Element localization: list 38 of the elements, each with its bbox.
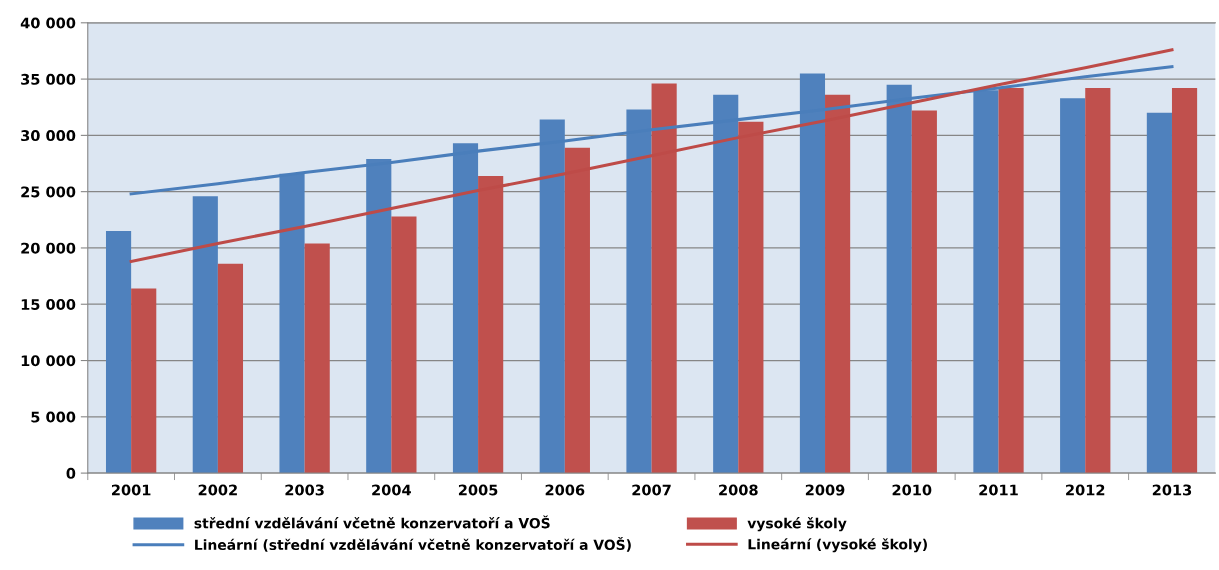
y-tick-label: 30 000 [21, 130, 76, 142]
x-tick-label: 2011 [979, 484, 1018, 496]
bar [217, 263, 244, 474]
legend-label: Lineární (vysoké školy) [748, 538, 927, 553]
y-tick-label: 40 000 [20, 17, 76, 29]
bar [1060, 98, 1086, 474]
bar [391, 216, 417, 474]
bar [192, 196, 218, 474]
y-tick-label: 20 000 [21, 242, 76, 254]
bar [304, 243, 330, 474]
bar [105, 231, 132, 474]
bar [998, 88, 1024, 474]
x-tick-label: 2005 [458, 484, 498, 496]
bar [1171, 88, 1198, 474]
y-tick-label: 15 000 [21, 298, 76, 310]
x-tick-label: 2007 [632, 484, 671, 496]
bar [1146, 112, 1172, 474]
x-tick-label: 2004 [372, 484, 411, 496]
x-tick-label: 2003 [285, 484, 324, 496]
legend-label: vysoké školy [747, 517, 847, 532]
x-tick-label: 2009 [805, 484, 845, 496]
bar [911, 110, 937, 474]
x-tick-label: 2006 [545, 484, 585, 496]
x-tick-label: 2012 [1066, 484, 1105, 496]
y-tick-label: 0 [66, 467, 76, 479]
x-tick-label: 2008 [719, 484, 758, 496]
x-tick-label: 2010 [892, 484, 932, 496]
x-tick-label: 2001 [112, 484, 151, 496]
x-tick-label: 2002 [198, 484, 237, 496]
y-tick-label: 35 000 [21, 73, 76, 85]
bar [1085, 88, 1111, 474]
bar [131, 288, 157, 474]
y-tick-label: 25 000 [21, 186, 76, 198]
x-tick-label: 2013 [1152, 484, 1192, 496]
legend-label: střední vzdělávání včetně konzervatoří a VOŠ [194, 515, 550, 529]
legend-label: Lineární (střední vzdělávání včetně konzervatoří a VOŠ) [195, 537, 631, 552]
y-tick-label: 5 000 [31, 411, 76, 423]
y-tick-label: 10 000 [21, 355, 76, 367]
